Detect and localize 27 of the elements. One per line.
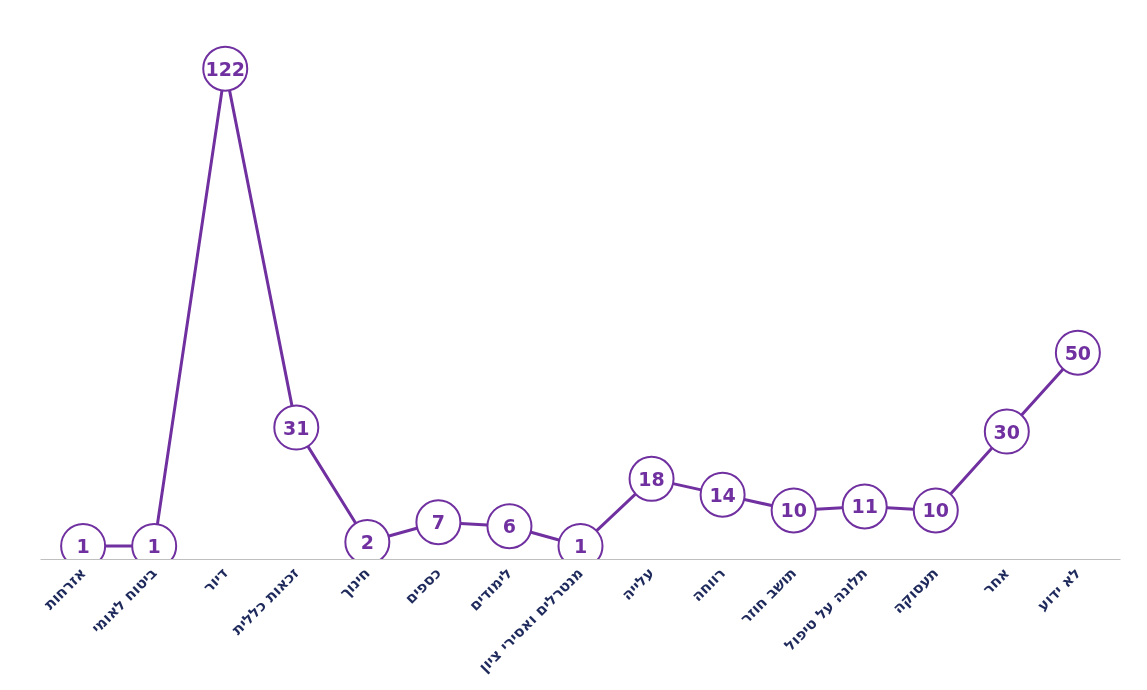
x-tick-label: לימודים [465,564,516,615]
data-label: 14 [709,483,736,506]
x-tick-label: רווחה [688,564,729,606]
data-label: 30 [993,420,1021,443]
data-label: 10 [922,499,949,522]
data-label: 1 [76,534,90,557]
data-label: 31 [283,416,310,439]
point [415,499,462,546]
data-label: 11 [851,495,878,518]
data-label: 18 [638,467,665,490]
data-label: 2 [360,530,374,553]
data-label: 10 [780,499,807,522]
x-tick-label: חינוך [335,564,374,602]
x-tick-label: ביטוח לאומי [87,564,161,637]
x-tick-label: אזרחות [40,564,90,614]
data-label: 7 [431,511,446,534]
data-label: 50 [1064,341,1092,364]
x-tick-label: תושב חוזר [736,564,801,628]
data-label: 6 [502,515,517,538]
x-tick-label: עלייה [618,564,658,604]
data-label: 122 [205,57,246,80]
x-tick-label: כספים [401,564,445,608]
x-tick-label: לא ידוע [1033,564,1085,615]
data-label: 1 [147,534,161,557]
x-tick-label: אחר [979,564,1014,599]
data-label: 1 [573,534,588,557]
x-tick-label: תעסוקה [889,564,943,618]
